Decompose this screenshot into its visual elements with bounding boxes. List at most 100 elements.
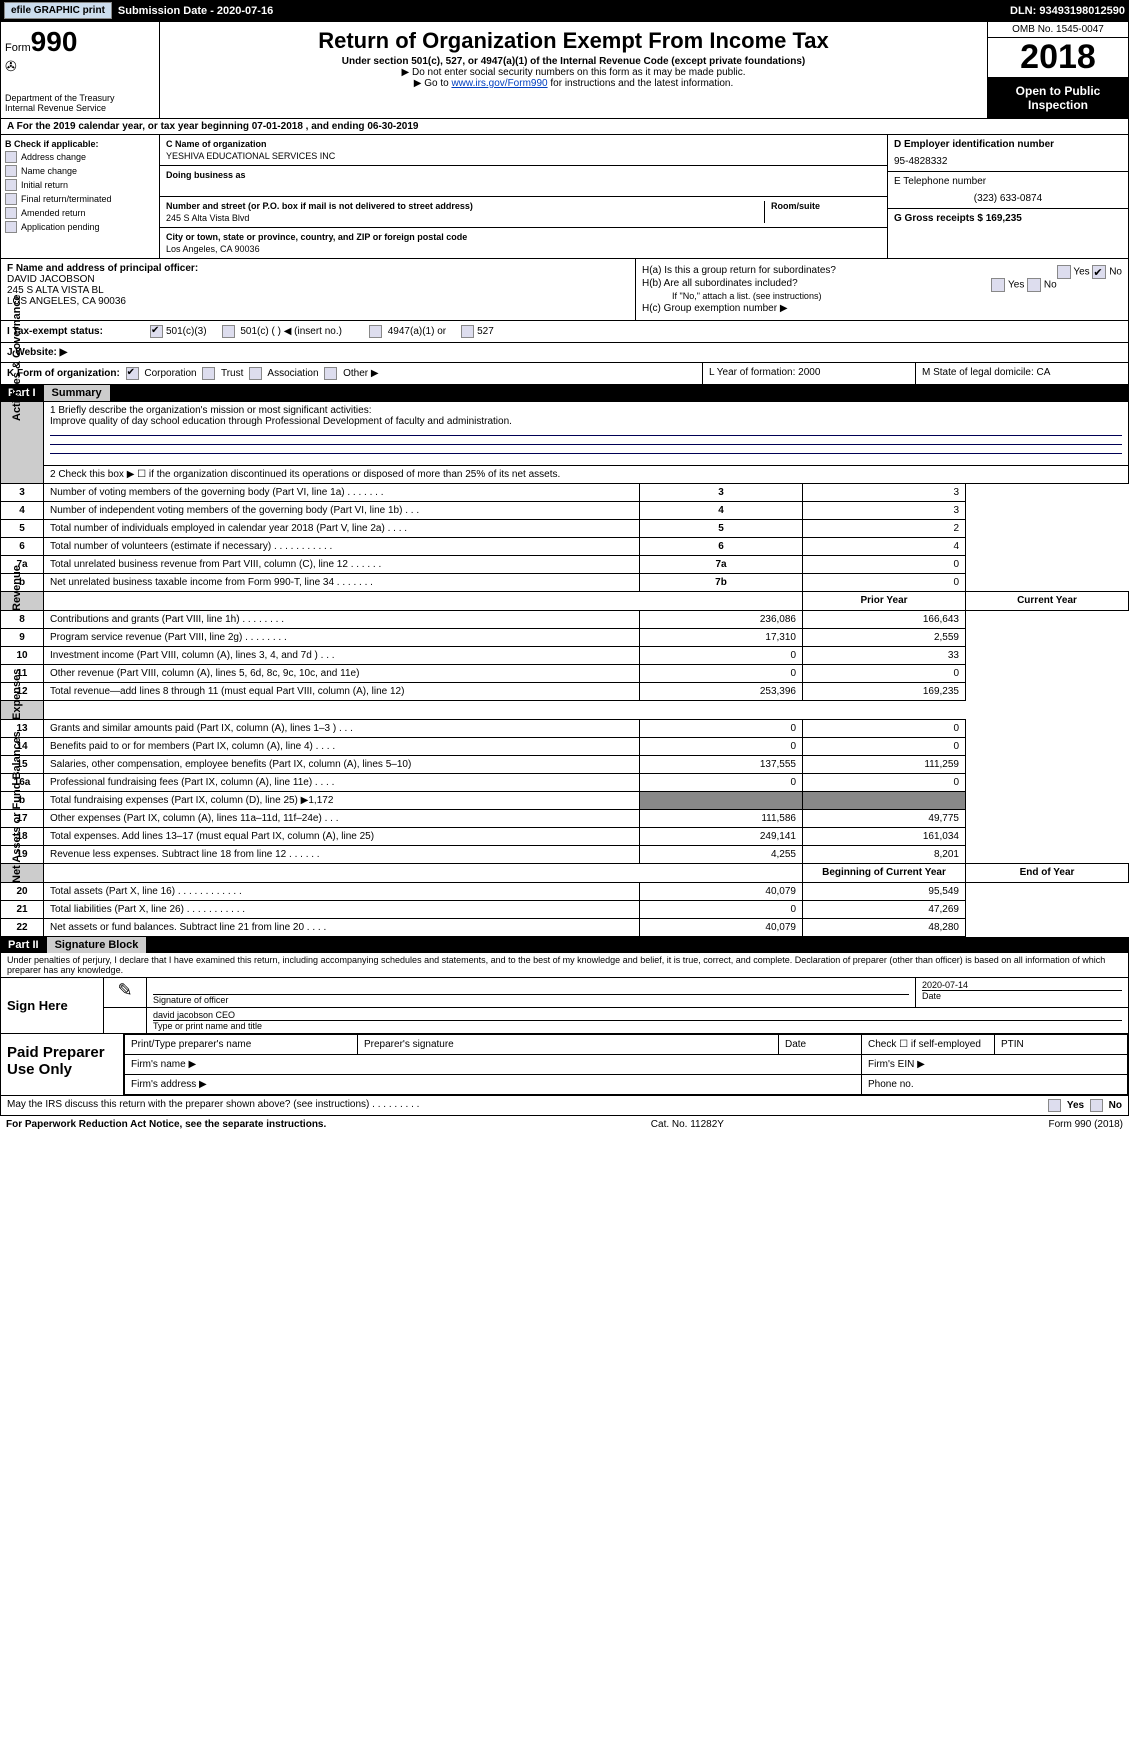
- footer-row: For Paperwork Reduction Act Notice, see …: [0, 1116, 1129, 1133]
- prior-year-value: 0: [640, 738, 803, 756]
- current-year-value: 0: [803, 665, 966, 683]
- efile-btn[interactable]: efile GRAPHIC print: [4, 2, 112, 19]
- row-text: Investment income (Part VIII, column (A)…: [44, 647, 640, 665]
- row-num: 4: [1, 502, 44, 520]
- dept-line2: Internal Revenue Service: [5, 103, 155, 113]
- k-opt-checkbox[interactable]: [324, 367, 337, 380]
- summary-table: Activities & Governance 1 Briefly descri…: [0, 401, 1129, 937]
- preparer-label: Paid Preparer Use Only: [1, 1034, 124, 1095]
- k-opt-checkbox[interactable]: [126, 367, 139, 380]
- row-text: Total number of volunteers (estimate if …: [44, 538, 640, 556]
- line-m: M State of legal domicile: CA: [915, 363, 1128, 384]
- cat-no: Cat. No. 11282Y: [651, 1119, 724, 1130]
- omb-number: OMB No. 1545-0047: [988, 22, 1128, 38]
- q1-label: 1 Briefly describe the organization's mi…: [50, 405, 1122, 416]
- k-opt-checkbox[interactable]: [202, 367, 215, 380]
- checkbox-icon[interactable]: [5, 207, 17, 219]
- part1-header: Part ISummary: [0, 385, 1129, 401]
- line-i-label: I Tax-exempt status:: [7, 326, 147, 337]
- line-j-website: J Website: ▶: [0, 343, 1129, 363]
- current-year-value: 0: [803, 774, 966, 792]
- row-code: 7b: [640, 574, 803, 592]
- hq-b-note: If "No," attach a list. (see instruction…: [642, 291, 1122, 301]
- col-prior-year: Prior Year: [803, 592, 966, 611]
- side-expenses: Expenses: [11, 700, 23, 720]
- row-text: Revenue less expenses. Subtract line 18 …: [44, 846, 640, 864]
- irs-link[interactable]: www.irs.gov/Form990: [451, 78, 547, 89]
- prior-year-value: 0: [640, 720, 803, 738]
- discuss-label: May the IRS discuss this return with the…: [7, 1099, 419, 1112]
- current-year-value: 95,549: [803, 883, 966, 901]
- 4947-checkbox[interactable]: [369, 325, 382, 338]
- line-l: L Year of formation: 2000: [702, 363, 915, 384]
- perjury-statement: Under penalties of perjury, I declare th…: [0, 953, 1129, 978]
- part2-header: Part IISignature Block: [0, 937, 1129, 953]
- row-text: Total revenue—add lines 8 through 11 (mu…: [44, 683, 640, 701]
- prior-year-value: 17,310: [640, 629, 803, 647]
- ein-label: D Employer identification number: [894, 139, 1122, 150]
- prior-year-value: 0: [640, 901, 803, 919]
- 501c3-checkbox[interactable]: [150, 325, 163, 338]
- prior-year-value: 0: [640, 665, 803, 683]
- prior-year-value: 0: [640, 774, 803, 792]
- col-b-option: Application pending: [5, 221, 155, 233]
- phone-label: E Telephone number: [894, 176, 1122, 187]
- row-num: 21: [1, 901, 44, 919]
- current-year-value: 161,034: [803, 828, 966, 846]
- prior-year-value: 137,555: [640, 756, 803, 774]
- 527-checkbox[interactable]: [461, 325, 474, 338]
- q1-value: Improve quality of day school education …: [50, 416, 1122, 427]
- row-text: Professional fundraising fees (Part IX, …: [44, 774, 640, 792]
- hqb-no-checkbox[interactable]: [1027, 278, 1041, 292]
- row-code: 7a: [640, 556, 803, 574]
- firm-name-label: Firm's name ▶: [125, 1055, 862, 1075]
- col-beginning-year: Beginning of Current Year: [803, 864, 966, 883]
- top-bar: efile GRAPHIC print Submission Date - 20…: [0, 0, 1129, 21]
- col-b-option: Final return/terminated: [5, 193, 155, 205]
- checkbox-icon[interactable]: [5, 151, 17, 163]
- discuss-yes-checkbox[interactable]: [1048, 1099, 1061, 1112]
- section-bcd: B Check if applicable: Address changeNam…: [0, 135, 1129, 259]
- row-num: 10: [1, 647, 44, 665]
- row-num: 20: [1, 883, 44, 901]
- checkbox-icon[interactable]: [5, 179, 17, 191]
- firm-phone-label: Phone no.: [862, 1075, 1128, 1095]
- k-opt-checkbox[interactable]: [249, 367, 262, 380]
- hqb-yes-checkbox[interactable]: [991, 278, 1005, 292]
- current-year-value: 2,559: [803, 629, 966, 647]
- officer-street: 245 S ALTA VISTA BL: [7, 285, 629, 296]
- line-klm: K Form of organization: Corporation Trus…: [0, 363, 1129, 385]
- col-end-year: End of Year: [966, 864, 1129, 883]
- hqa-no-checkbox[interactable]: [1092, 265, 1106, 279]
- firm-addr-label: Firm's address ▶: [125, 1075, 862, 1095]
- ein-value: 95-4828332: [894, 156, 1122, 167]
- form-subtitle: Under section 501(c), 527, or 4947(a)(1)…: [164, 56, 983, 67]
- row-num: 6: [1, 538, 44, 556]
- row-code: 3: [640, 484, 803, 502]
- row-text: Net unrelated business taxable income fr…: [44, 574, 640, 592]
- officer-city: LOS ANGELES, CA 90036: [7, 296, 629, 307]
- current-year-value: 47,269: [803, 901, 966, 919]
- dept-line1: Department of the Treasury: [5, 93, 155, 103]
- sign-name-value: david jacobson CEO: [153, 1010, 1122, 1020]
- note-goto-pre: ▶ Go to: [414, 78, 452, 89]
- row-text: Contributions and grants (Part VIII, lin…: [44, 611, 640, 629]
- checkbox-icon[interactable]: [5, 221, 17, 233]
- prep-date-label: Date: [779, 1035, 862, 1055]
- col-b-option: Amended return: [5, 207, 155, 219]
- sign-here-label: Sign Here: [1, 978, 104, 1033]
- paperwork-notice: For Paperwork Reduction Act Notice, see …: [6, 1119, 326, 1130]
- col-b-option: Name change: [5, 165, 155, 177]
- checkbox-icon[interactable]: [5, 193, 17, 205]
- form-header: Form990 ✇ Department of the Treasury Int…: [0, 21, 1129, 119]
- discuss-no-checkbox[interactable]: [1090, 1099, 1103, 1112]
- current-year-value: 0: [803, 738, 966, 756]
- side-revenue: Revenue: [11, 591, 23, 611]
- prep-sig-label: Preparer's signature: [358, 1035, 779, 1055]
- checkbox-icon[interactable]: [5, 165, 17, 177]
- prior-year-value: 0: [640, 647, 803, 665]
- 501c-checkbox[interactable]: [222, 325, 235, 338]
- gross-receipts: G Gross receipts $ 169,235: [894, 213, 1122, 224]
- form-title: Return of Organization Exempt From Incom…: [164, 28, 983, 54]
- hqa-yes-checkbox[interactable]: [1057, 265, 1071, 279]
